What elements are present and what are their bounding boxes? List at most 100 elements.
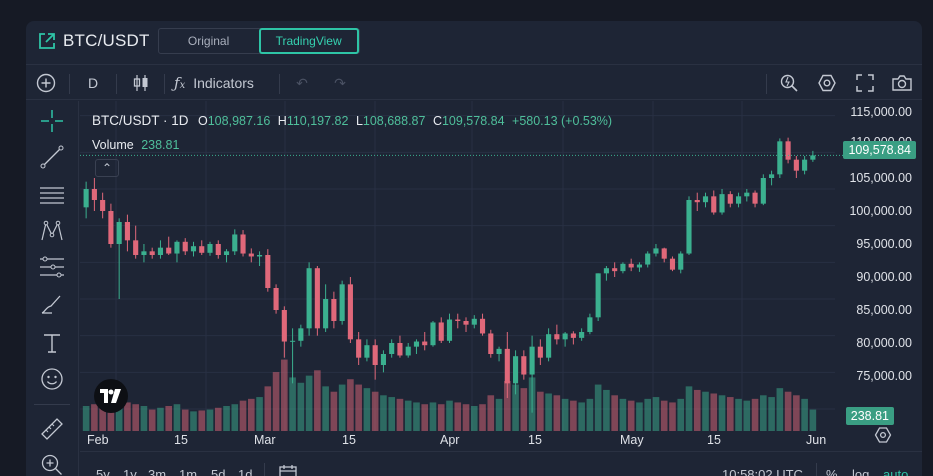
tab-original[interactable]: Original [187, 34, 230, 48]
candle-body [157, 247, 164, 255]
zoom-in-tool[interactable] [36, 449, 68, 476]
candle-body [603, 268, 609, 274]
emoji-tool[interactable] [36, 363, 68, 395]
candle-body [223, 251, 230, 255]
volume-bar [239, 400, 247, 431]
fullscreen-button[interactable] [852, 65, 878, 101]
candle-body [248, 253, 254, 257]
volume-bar [165, 406, 173, 431]
time-label: Mar [254, 433, 276, 447]
scale-settings-button[interactable] [874, 426, 892, 449]
text-tool[interactable] [36, 327, 68, 359]
undo-button[interactable]: ↶ [290, 65, 314, 101]
horizontal-lines-tool[interactable] [36, 179, 68, 211]
indicators-button[interactable]: ƒx Indicators [174, 74, 254, 92]
ohlc-legend: BTC/USDT · 1D O108,987.16 H110,197.82 L1… [92, 113, 616, 128]
candle-body [471, 318, 477, 325]
volume-bar [809, 409, 817, 431]
candle-body [232, 234, 238, 252]
volume-bar [520, 388, 528, 431]
tab-tradingview[interactable]: TradingView [258, 28, 359, 54]
chart-toolbar: D ƒx Indicators ↶ ↷ [26, 64, 922, 100]
log-toggle[interactable]: log [852, 467, 870, 476]
volume-bar [479, 404, 486, 431]
candle-body [628, 263, 634, 268]
candle-body [488, 333, 494, 354]
candle-body [116, 222, 122, 244]
candle-body [678, 253, 684, 270]
low-value: 108,688.87 [362, 114, 426, 128]
volume-bar [206, 409, 214, 431]
external-link-icon[interactable] [38, 32, 56, 50]
volume-bar [396, 398, 404, 431]
clock-time[interactable]: 10:58:02 UTC [722, 467, 803, 476]
candlestick-chart[interactable] [80, 101, 922, 431]
range-5y-button[interactable]: 5y [96, 467, 110, 476]
candle-body [686, 200, 692, 254]
close-value: 109,578.84 [441, 114, 505, 128]
tradingview-logo[interactable] [94, 379, 128, 413]
range-1y-button[interactable]: 1y [123, 467, 137, 476]
auto-toggle[interactable]: auto [883, 467, 909, 476]
volume-bar [570, 400, 577, 431]
pattern-tool[interactable] [36, 215, 68, 247]
range-3m-button[interactable]: 3m [148, 467, 167, 476]
percent-toggle[interactable]: % [826, 467, 838, 476]
interval-button[interactable]: D [87, 75, 99, 91]
candle-body [397, 343, 403, 356]
quick-search-button[interactable] [776, 65, 802, 101]
candle-body [133, 240, 139, 255]
candle-body [372, 345, 378, 365]
volume-bar [289, 377, 296, 431]
volume-bar [776, 388, 784, 431]
volume-bar [446, 400, 453, 431]
candle-body [281, 310, 287, 342]
range-1m-button[interactable]: 1m [179, 467, 198, 476]
volume-legend: Volume 238.81 [92, 138, 183, 152]
volume-bar [124, 402, 131, 431]
candle-body [446, 319, 453, 341]
range-5d-button[interactable]: 5d [211, 467, 226, 476]
volume-bar [338, 384, 346, 431]
pair-title: BTC/USDT [63, 31, 150, 50]
brush-tool[interactable] [36, 289, 68, 321]
candle-body [347, 284, 353, 340]
volume-bar [371, 391, 379, 431]
candle-body [694, 200, 700, 203]
candle-body [323, 299, 329, 329]
screenshot-button[interactable] [888, 65, 916, 101]
candle-body [769, 174, 775, 178]
volume-bar [561, 398, 569, 431]
add-symbol-button[interactable] [32, 65, 60, 101]
volume-bar [627, 400, 635, 431]
smiley-icon [41, 368, 63, 390]
volume-bar [611, 395, 618, 431]
time-label: 15 [707, 433, 721, 447]
trendline-tool[interactable] [36, 141, 68, 173]
open-value: 108,987.16 [207, 114, 271, 128]
range-1d-button[interactable]: 1d [238, 467, 253, 476]
volume-bar [256, 397, 263, 431]
price-label: 115,000.00 [850, 105, 912, 119]
time-label: Jun [806, 433, 827, 447]
volume-bar [660, 400, 668, 431]
crosshair-tool[interactable] [36, 105, 68, 137]
redo-icon: ↷ [334, 74, 346, 91]
redo-button[interactable]: ↷ [328, 65, 352, 101]
volume-bar [421, 404, 429, 431]
calendar-icon [279, 465, 297, 476]
candle-body [306, 268, 312, 329]
volume-bar [512, 384, 519, 431]
chart-area[interactable]: BTC/USDT · 1D O108,987.16 H110,197.82 L1… [80, 101, 922, 431]
chart-type-button[interactable] [128, 65, 154, 101]
candle-body [389, 343, 395, 354]
volume-bar [281, 359, 288, 431]
fib-tool[interactable] [36, 251, 68, 283]
goto-date-button[interactable] [278, 463, 298, 476]
collapse-legend-button[interactable]: ⌃ [95, 159, 119, 177]
settings-button[interactable] [814, 65, 840, 101]
volume-bar [272, 372, 280, 431]
plus-circle-icon [36, 73, 56, 93]
ruler-tool[interactable] [36, 413, 68, 445]
volume-bar [148, 409, 156, 431]
